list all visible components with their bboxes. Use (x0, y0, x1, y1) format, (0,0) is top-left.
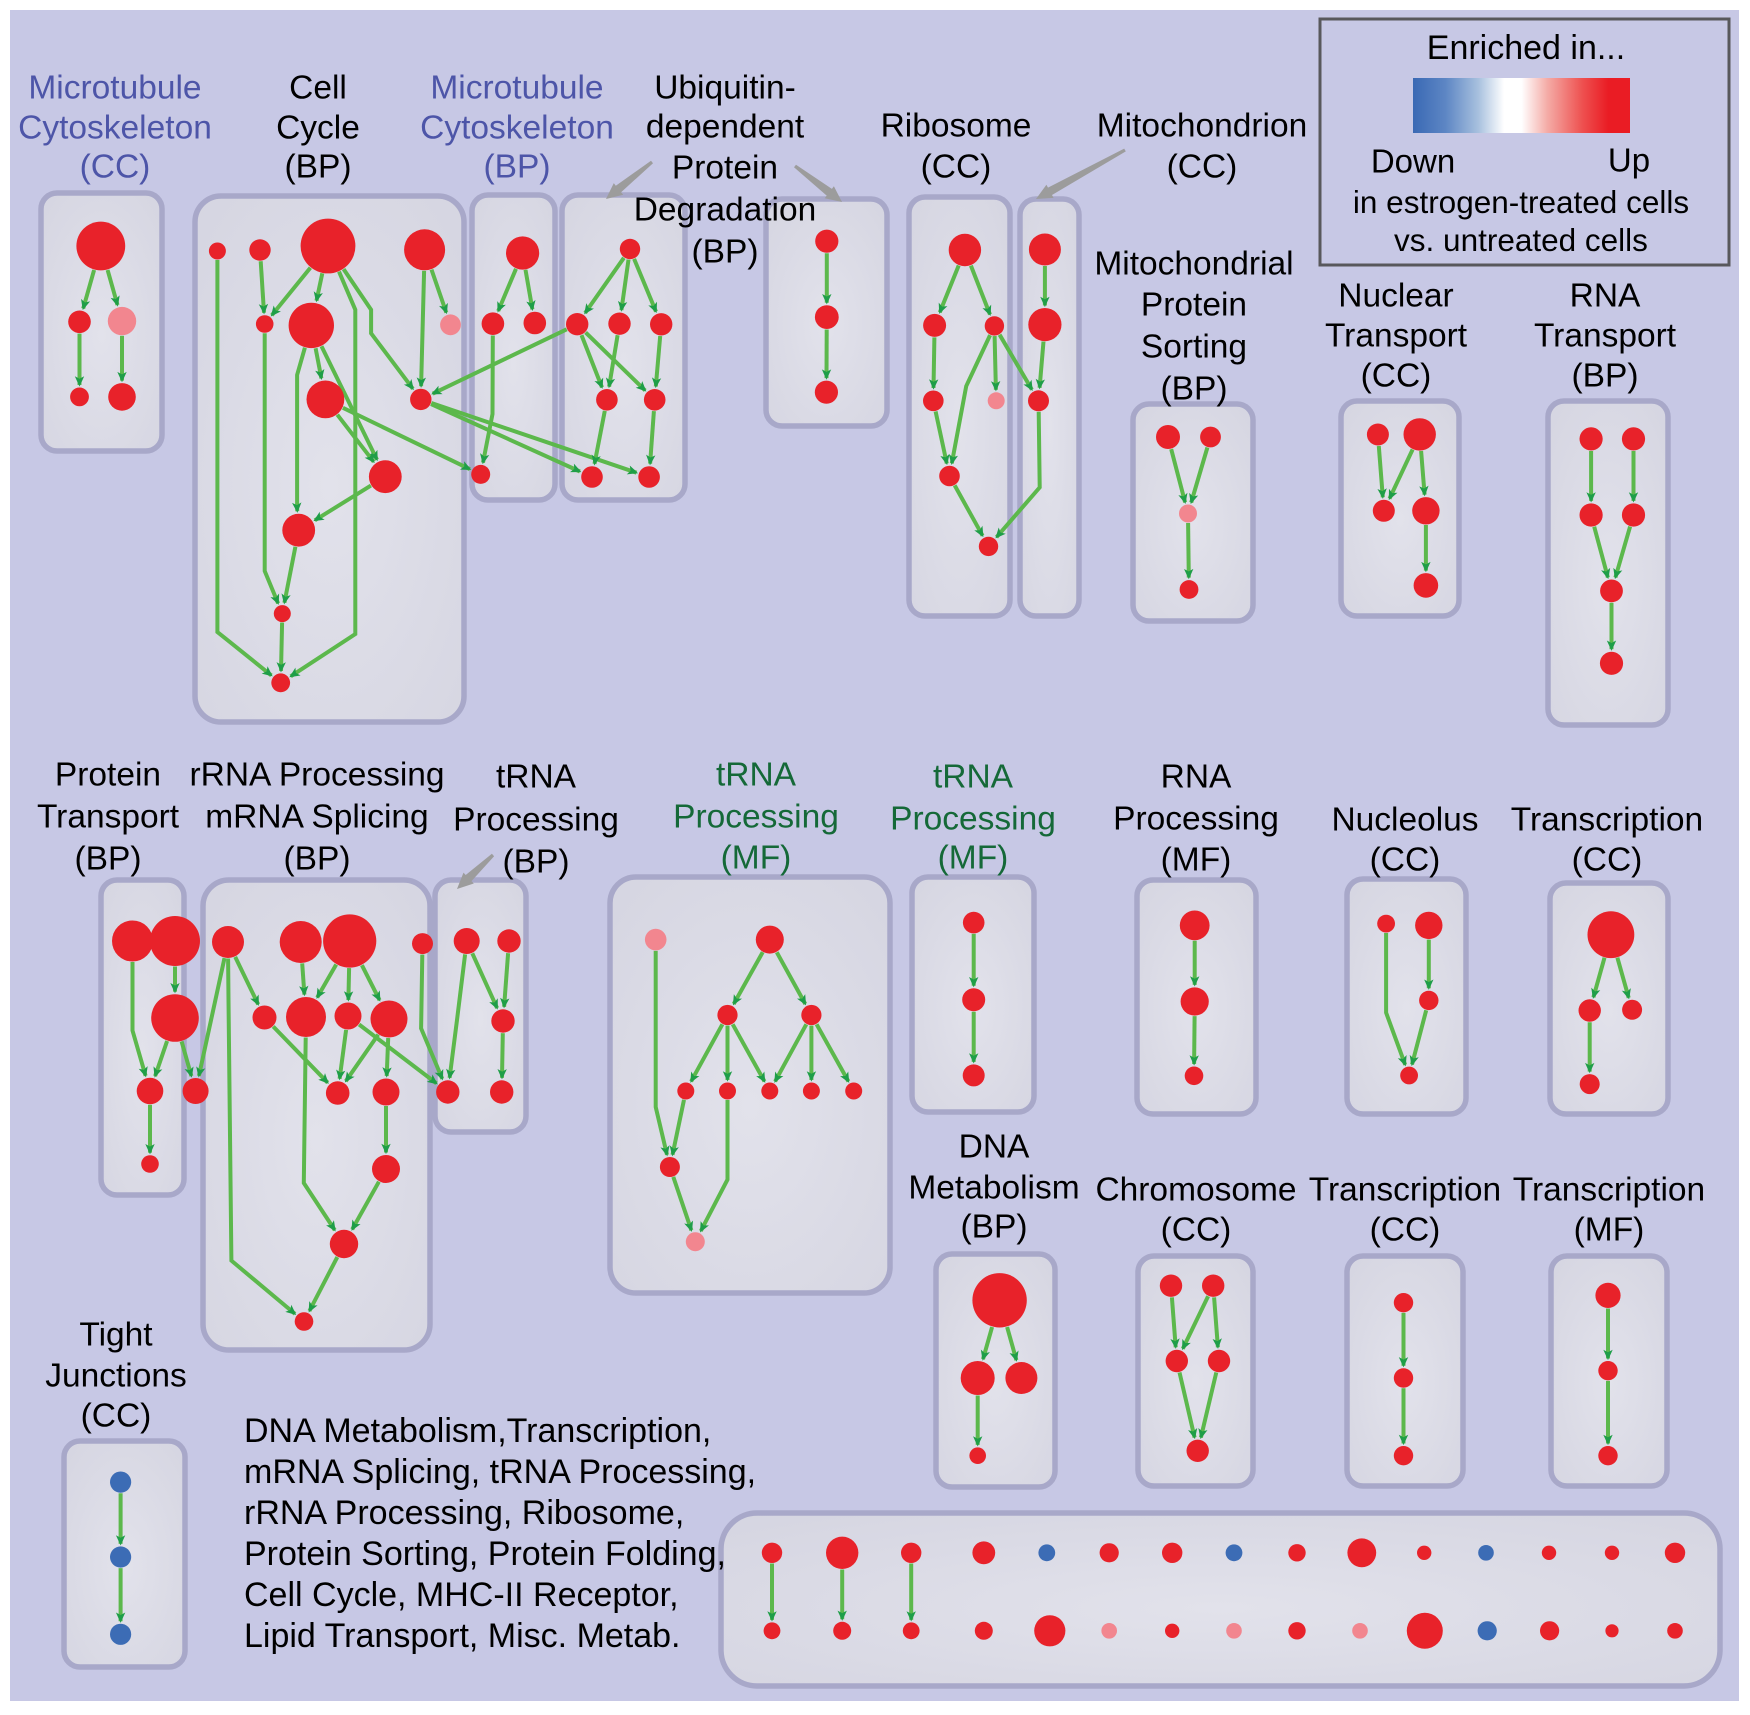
svg-text:tRNA: tRNA (716, 757, 797, 794)
svg-text:Nucleolus: Nucleolus (1331, 802, 1478, 839)
svg-text:Chromosome: Chromosome (1095, 1172, 1296, 1209)
svg-text:Cytoskeleton: Cytoskeleton (420, 110, 614, 147)
svg-text:tRNA: tRNA (933, 759, 1014, 796)
svg-text:Junctions: Junctions (45, 1358, 187, 1395)
svg-text:Protein: Protein (1141, 287, 1247, 324)
svg-text:(MF): (MF) (1161, 842, 1232, 879)
svg-text:(BP): (BP) (285, 149, 352, 186)
svg-text:mRNA Splicing: mRNA Splicing (205, 799, 428, 836)
svg-text:(CC): (CC) (1572, 842, 1643, 879)
svg-text:(BP): (BP) (1572, 358, 1639, 395)
svg-text:(BP): (BP) (692, 234, 759, 271)
svg-text:Processing: Processing (673, 799, 839, 836)
svg-text:(BP): (BP) (484, 149, 551, 186)
svg-text:rRNA Processing: rRNA Processing (189, 757, 444, 794)
svg-text:DNA Metabolism,Transcription,: DNA Metabolism,Transcription, (244, 1412, 711, 1450)
svg-text:(MF): (MF) (721, 840, 792, 877)
svg-text:(CC): (CC) (921, 149, 992, 186)
svg-text:dependent: dependent (646, 109, 805, 146)
svg-text:Cytoskeleton: Cytoskeleton (18, 110, 212, 147)
svg-text:Sorting: Sorting (1141, 329, 1247, 366)
svg-text:Protein: Protein (55, 757, 161, 794)
svg-text:(CC): (CC) (1361, 358, 1432, 395)
svg-text:Transport: Transport (37, 799, 180, 836)
svg-text:Microtubule: Microtubule (28, 70, 201, 107)
svg-text:Tight: Tight (79, 1317, 153, 1354)
svg-text:Protein Sorting, Protein Foldi: Protein Sorting, Protein Folding, (244, 1535, 726, 1573)
svg-text:(CC): (CC) (80, 149, 151, 186)
svg-text:Processing: Processing (1113, 801, 1279, 838)
svg-text:(MF): (MF) (938, 840, 1009, 877)
svg-text:tRNA: tRNA (496, 759, 577, 796)
svg-text:(CC): (CC) (1370, 842, 1441, 879)
svg-text:Microtubule: Microtubule (430, 70, 603, 107)
svg-text:Cycle: Cycle (276, 110, 360, 147)
svg-text:(BP): (BP) (1161, 371, 1228, 408)
svg-text:(BP): (BP) (961, 1209, 1028, 1246)
svg-text:Nuclear: Nuclear (1338, 278, 1453, 315)
svg-text:Mitochondrial: Mitochondrial (1094, 246, 1293, 283)
svg-text:Up: Up (1608, 142, 1650, 179)
svg-text:DNA: DNA (959, 1129, 1030, 1166)
svg-text:Cell: Cell (289, 70, 347, 107)
svg-text:Lipid Transport, Misc. Metab.: Lipid Transport, Misc. Metab. (244, 1617, 681, 1655)
svg-text:Processing: Processing (890, 801, 1056, 838)
svg-text:in estrogen-treated cells: in estrogen-treated cells (1353, 184, 1689, 220)
svg-text:(CC): (CC) (1370, 1212, 1441, 1249)
svg-text:(MF): (MF) (1574, 1212, 1645, 1249)
svg-text:Processing: Processing (453, 802, 619, 839)
svg-text:Metabolism: Metabolism (908, 1170, 1079, 1207)
svg-text:Protein: Protein (672, 150, 778, 187)
svg-text:Ribosome: Ribosome (881, 108, 1032, 145)
svg-text:vs. untreated cells: vs. untreated cells (1394, 222, 1648, 258)
svg-text:Transcription: Transcription (1309, 1172, 1501, 1209)
svg-text:mRNA Splicing, tRNA Processing: mRNA Splicing, tRNA Processing, (244, 1453, 756, 1491)
svg-text:RNA: RNA (1161, 759, 1232, 796)
svg-text:Ubiquitin-: Ubiquitin- (654, 70, 796, 107)
svg-text:RNA: RNA (1570, 278, 1641, 315)
svg-text:Transcription: Transcription (1511, 802, 1703, 839)
svg-text:Cell Cycle, MHC-II Receptor,: Cell Cycle, MHC-II Receptor, (244, 1576, 679, 1614)
svg-text:rRNA Processing, Ribosome,: rRNA Processing, Ribosome, (244, 1494, 684, 1532)
svg-text:Transport: Transport (1534, 318, 1677, 355)
svg-text:Mitochondrion: Mitochondrion (1097, 108, 1307, 145)
svg-text:Degradation: Degradation (634, 192, 817, 229)
svg-text:(BP): (BP) (284, 841, 351, 878)
svg-text:(BP): (BP) (75, 841, 142, 878)
svg-text:Transcription: Transcription (1513, 1172, 1705, 1209)
svg-text:Enriched in...: Enriched in... (1427, 29, 1625, 67)
svg-text:(CC): (CC) (81, 1398, 152, 1435)
svg-text:(CC): (CC) (1167, 149, 1238, 186)
svg-text:(BP): (BP) (503, 844, 570, 881)
svg-text:Down: Down (1371, 143, 1455, 180)
svg-text:(CC): (CC) (1161, 1212, 1232, 1249)
svg-text:Transport: Transport (1325, 318, 1468, 355)
